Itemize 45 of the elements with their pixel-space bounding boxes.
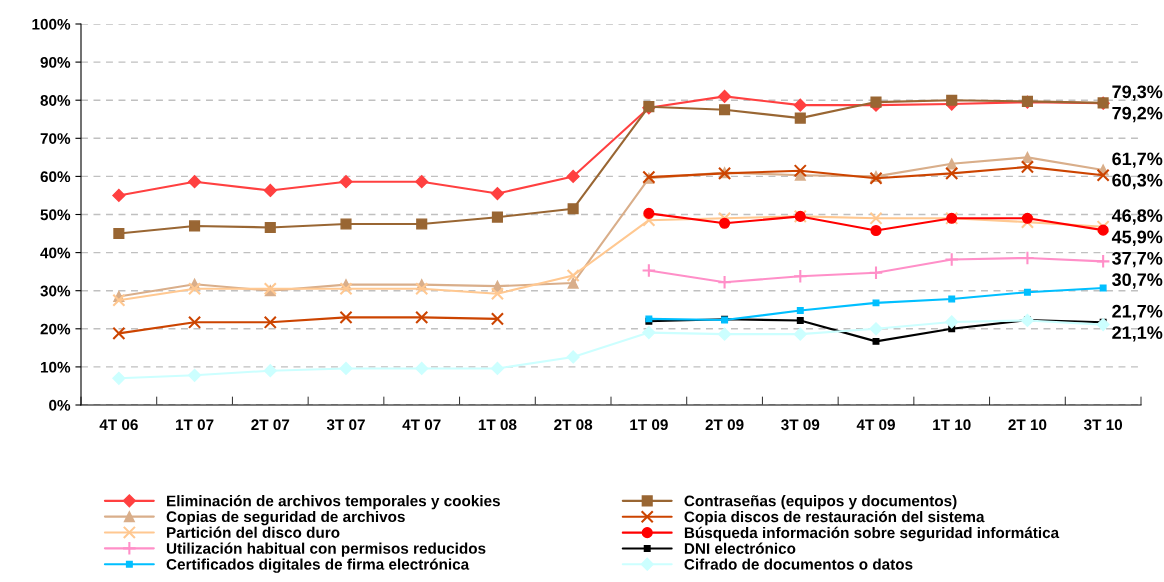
y-tick-label: 100% <box>32 18 71 30</box>
legend-label: Cifrado de documentos o datos <box>684 558 913 570</box>
y-tick-label: 40% <box>40 247 71 259</box>
y-tick-label: 90% <box>40 56 71 68</box>
data-label: 79,2% <box>1112 106 1163 123</box>
legend-label: Eliminación de archivos temporales y cookies <box>167 494 500 510</box>
x-tick-label: 2T 07 <box>251 419 290 431</box>
legend-label: DNI electrónico <box>684 542 796 554</box>
x-tick-label: 2T 09 <box>705 419 744 431</box>
data-label: 46,8% <box>1111 209 1163 225</box>
y-tick-label: 10% <box>40 361 71 373</box>
x-tick-label: 4T 09 <box>856 419 895 431</box>
data-label: 79,3% <box>1112 85 1163 101</box>
x-tick-label: 3T 07 <box>326 419 365 431</box>
legend-label: Copias de seguridad de archivos <box>166 510 405 526</box>
y-tick-label: 80% <box>40 95 71 106</box>
y-tick-label: 70% <box>40 133 71 144</box>
y-tick-label: 50% <box>40 209 71 221</box>
x-tick-label: 1T 10 <box>933 419 971 431</box>
data-label: 30,7% <box>1112 273 1163 289</box>
x-tick-label: 3T 10 <box>1083 419 1123 431</box>
y-tick-label: 30% <box>40 285 71 297</box>
x-tick-label: 1T 08 <box>478 419 517 431</box>
x-tick-label: 2T 10 <box>1008 419 1047 431</box>
data-label: 37,7% <box>1112 251 1163 268</box>
data-label: 60,3% <box>1112 173 1163 190</box>
legend-label: Partición del disco duro <box>167 526 340 538</box>
x-tick-label: 1T 07 <box>176 419 214 431</box>
data-label: 61,7% <box>1112 152 1163 168</box>
data-label: 21,7% <box>1112 304 1163 321</box>
legend-label: Utilización habitual con permisos reducidos <box>166 542 486 557</box>
x-tick-label: 3T 09 <box>781 419 820 431</box>
data-label: 21,1% <box>1112 326 1163 342</box>
x-tick-label: 2T 08 <box>554 419 593 431</box>
x-tick-label: 1T 09 <box>630 419 668 431</box>
y-tick-label: 20% <box>40 323 71 335</box>
x-tick-label: 4T 07 <box>402 419 441 431</box>
x-tick-label: 4T 06 <box>99 419 138 431</box>
legend-label: Copia discos de restauración del sistema <box>684 510 985 526</box>
data-label: 45,9% <box>1111 230 1163 246</box>
legend-label: Búsqueda información sobre seguridad informática <box>684 526 1060 542</box>
legend-label: Certificados digitales de firma electrónica <box>166 558 470 573</box>
legend-label: Contraseñas (equipos y documentos) <box>684 495 957 510</box>
y-tick-label: 60% <box>40 171 71 183</box>
y-tick-label: 0% <box>49 399 71 411</box>
